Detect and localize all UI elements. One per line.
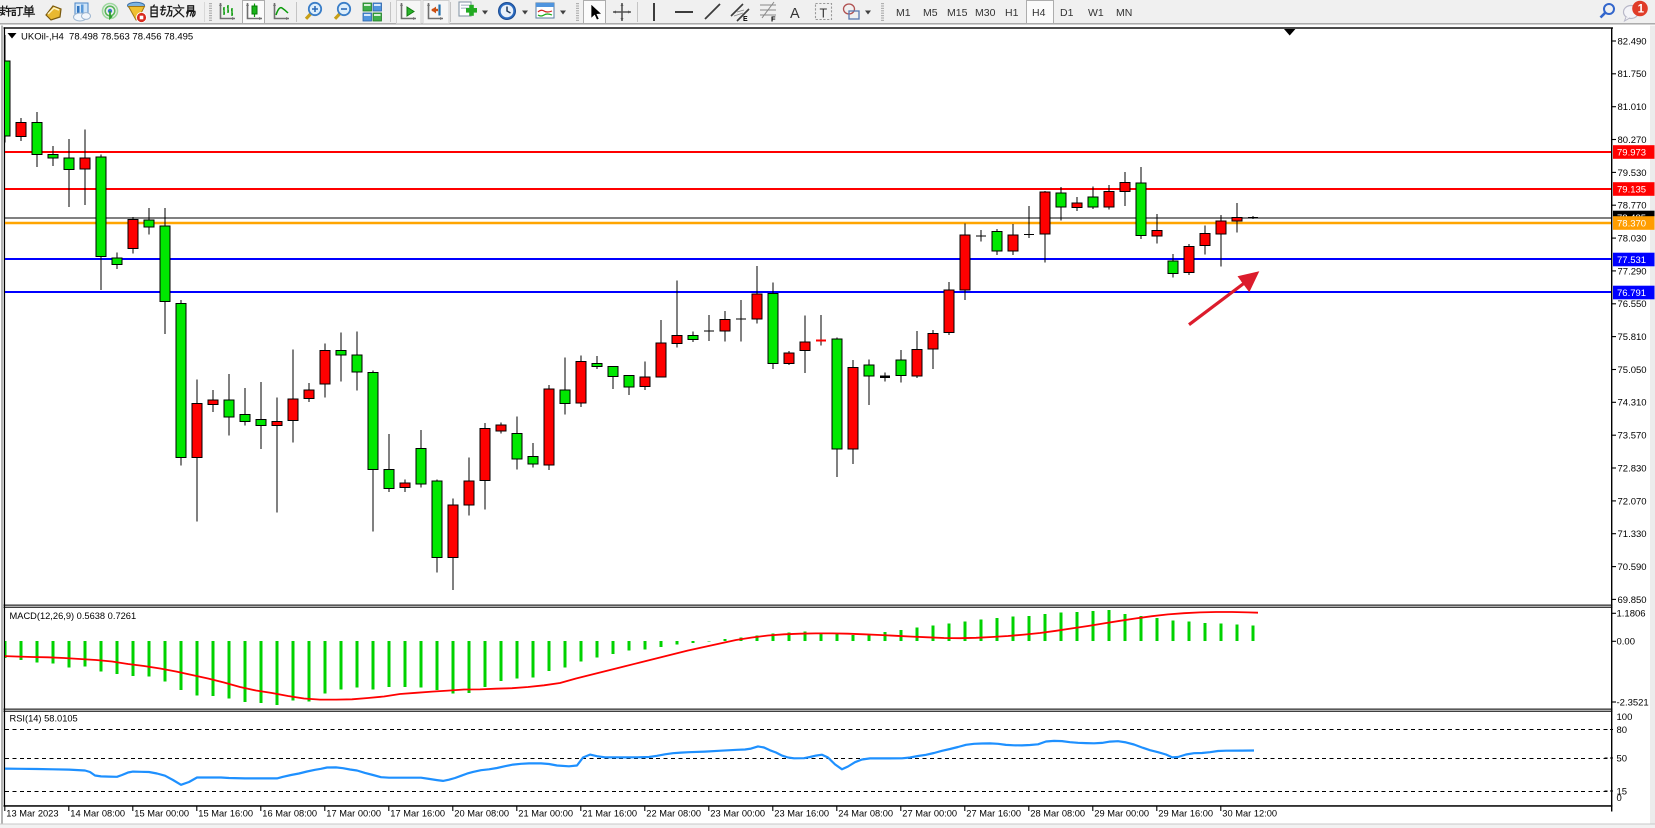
svg-text:81.010: 81.010 [1618, 102, 1647, 113]
svg-text:MACD(12,26,9) 0.5638 0.7261: MACD(12,26,9) 0.5638 0.7261 [10, 611, 137, 621]
svg-text:20 Mar 08:00: 20 Mar 08:00 [454, 809, 509, 819]
svg-text:76.791: 76.791 [1617, 288, 1646, 299]
svg-text:17 Mar 16:00: 17 Mar 16:00 [390, 809, 445, 819]
svg-text:F: F [771, 15, 776, 24]
svg-text:UKOil-,H4 78.498 78.563 78.45: UKOil-,H4 78.498 78.563 78.456 78.495 [21, 31, 193, 42]
svg-text:79.135: 79.135 [1617, 185, 1646, 196]
svg-text:79.973: 79.973 [1617, 148, 1646, 159]
svg-text:74.310: 74.310 [1618, 398, 1647, 409]
svg-text:H1: H1 [1005, 7, 1019, 19]
svg-text:72.830: 72.830 [1618, 463, 1647, 474]
svg-text:M15: M15 [947, 7, 968, 19]
svg-text:71.330: 71.330 [1618, 529, 1647, 540]
svg-text:M1: M1 [896, 7, 911, 19]
svg-text:78.370: 78.370 [1617, 219, 1646, 230]
svg-text:76.550: 76.550 [1618, 299, 1647, 310]
svg-text:M30: M30 [975, 7, 996, 19]
svg-text:14 Mar 08:00: 14 Mar 08:00 [70, 809, 125, 819]
svg-text:24 Mar 08:00: 24 Mar 08:00 [838, 809, 893, 819]
svg-text:80.270: 80.270 [1618, 135, 1647, 146]
svg-text:M5: M5 [923, 7, 938, 19]
svg-text:28 Mar 08:00: 28 Mar 08:00 [1030, 809, 1085, 819]
svg-text:27 Mar 16:00: 27 Mar 16:00 [966, 809, 1021, 819]
svg-text:-2.3521: -2.3521 [1617, 697, 1649, 708]
svg-text:1: 1 [1638, 4, 1645, 16]
svg-text:70.590: 70.590 [1618, 562, 1647, 573]
svg-text:MN: MN [1116, 7, 1132, 19]
svg-text:78.030: 78.030 [1618, 234, 1647, 245]
svg-text:73.570: 73.570 [1618, 431, 1647, 442]
svg-text:72.070: 72.070 [1618, 496, 1647, 507]
svg-text:77.531: 77.531 [1617, 255, 1646, 266]
svg-text:78.770: 78.770 [1618, 201, 1647, 212]
svg-text:W1: W1 [1088, 7, 1104, 19]
svg-text:100: 100 [1617, 712, 1633, 723]
svg-text:21 Mar 16:00: 21 Mar 16:00 [582, 809, 637, 819]
svg-text:17 Mar 00:00: 17 Mar 00:00 [326, 809, 381, 819]
svg-text:30 Mar 12:00: 30 Mar 12:00 [1222, 809, 1277, 819]
svg-text:21 Mar 00:00: 21 Mar 00:00 [518, 809, 573, 819]
svg-text:75.050: 75.050 [1618, 365, 1647, 376]
svg-text:77.290: 77.290 [1618, 266, 1647, 277]
svg-text:80: 80 [1617, 725, 1628, 736]
svg-text:29 Mar 16:00: 29 Mar 16:00 [1158, 809, 1213, 819]
svg-text:0.00: 0.00 [1617, 637, 1636, 648]
svg-text:0: 0 [1617, 793, 1622, 804]
svg-text:A: A [790, 6, 800, 22]
svg-text:E: E [743, 16, 748, 23]
svg-text:D1: D1 [1060, 7, 1074, 19]
svg-text:H4: H4 [1032, 7, 1046, 19]
svg-text:15 Mar 16:00: 15 Mar 16:00 [198, 809, 253, 819]
svg-text:82.490: 82.490 [1618, 36, 1647, 47]
svg-text:23 Mar 00:00: 23 Mar 00:00 [710, 809, 765, 819]
svg-text:75.810: 75.810 [1618, 332, 1647, 343]
svg-text:RSI(14) 58.0105: RSI(14) 58.0105 [10, 714, 78, 724]
svg-text:69.850: 69.850 [1618, 595, 1647, 606]
svg-text:81.750: 81.750 [1618, 69, 1647, 80]
svg-text:22 Mar 08:00: 22 Mar 08:00 [646, 809, 701, 819]
svg-text:13 Mar 2023: 13 Mar 2023 [6, 809, 58, 819]
svg-text:23 Mar 16:00: 23 Mar 16:00 [774, 809, 829, 819]
svg-text:15 Mar 00:00: 15 Mar 00:00 [134, 809, 189, 819]
svg-text:T: T [820, 7, 828, 21]
svg-text:27 Mar 00:00: 27 Mar 00:00 [902, 809, 957, 819]
svg-text:15: 15 [1617, 786, 1628, 797]
svg-text:29 Mar 00:00: 29 Mar 00:00 [1094, 809, 1149, 819]
svg-text:50: 50 [1617, 753, 1628, 764]
svg-text:1.1806: 1.1806 [1617, 609, 1646, 620]
svg-text:16 Mar 08:00: 16 Mar 08:00 [262, 809, 317, 819]
svg-text:79.530: 79.530 [1618, 168, 1647, 179]
